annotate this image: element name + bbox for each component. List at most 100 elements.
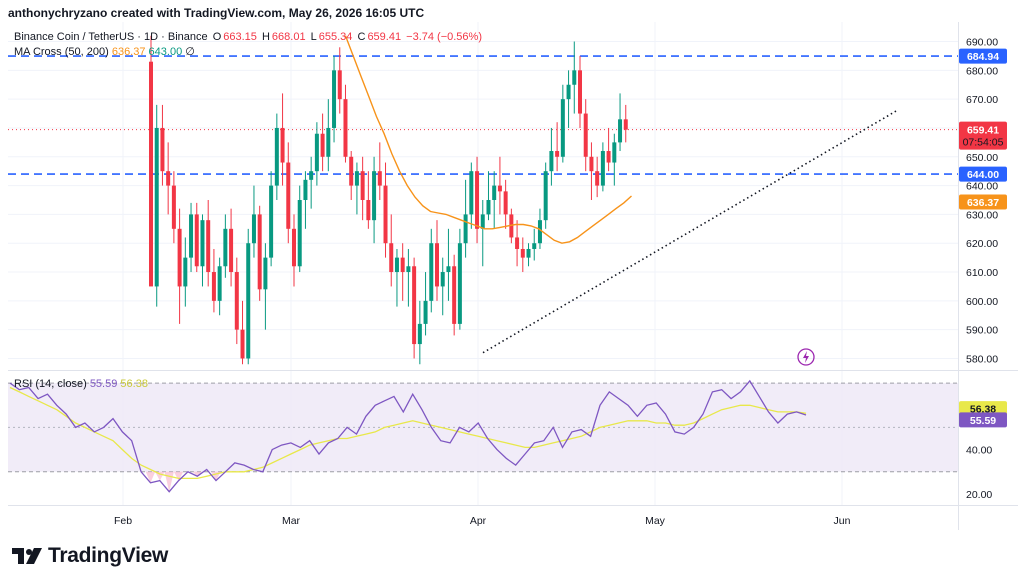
- price-tick-label: 580.00: [966, 353, 998, 365]
- candle-body: [400, 257, 405, 273]
- price-tick-label: 650.00: [966, 152, 998, 164]
- candle-body: [280, 127, 285, 163]
- time-tick-label: May: [645, 515, 666, 527]
- low-value: 655.34: [318, 31, 353, 43]
- rsi-ma-series: [9, 386, 807, 480]
- candle-body: [320, 133, 325, 157]
- candle-body: [257, 214, 262, 290]
- tradingview-logo-icon: [12, 548, 42, 564]
- uptrend-line: [482, 110, 897, 354]
- low-label: L: [310, 31, 317, 43]
- high-value: 668.01: [271, 31, 306, 43]
- candle-body: [274, 127, 279, 186]
- candle-body: [269, 185, 274, 258]
- candle-body: [337, 70, 342, 100]
- candle-body: [572, 70, 577, 85]
- candle-body: [406, 266, 411, 273]
- price-tick-label: 690.00: [966, 37, 998, 49]
- candle-body: [183, 257, 188, 287]
- ma-suffix: ∅: [185, 46, 195, 58]
- candle-body: [566, 84, 571, 100]
- rsi-pane: [8, 379, 958, 493]
- candle-body: [251, 214, 256, 244]
- rsi-legend: RSI (14, close) 55.59 56.38: [14, 378, 148, 390]
- candle-body: [314, 133, 319, 172]
- alert-circle: [797, 348, 815, 366]
- candle-body: [475, 171, 480, 229]
- price-tick-label: 600.00: [966, 296, 998, 308]
- candles: [149, 35, 628, 365]
- rsi-label[interactable]: RSI (14, close): [14, 378, 87, 390]
- candle-body: [217, 266, 222, 301]
- author-line: anthonychryzano created with TradingView…: [8, 6, 425, 20]
- open-value: 663.15: [223, 31, 257, 43]
- resistance-tag: 684.94: [967, 51, 999, 63]
- close-label: C: [357, 31, 366, 43]
- candle-body: [149, 61, 153, 287]
- rsi-series: [9, 379, 807, 493]
- candle-body: [263, 257, 268, 290]
- candle-body: [503, 191, 508, 215]
- ma-series: [344, 35, 632, 244]
- close-value: 659.41: [367, 31, 402, 43]
- candle-body: [497, 185, 502, 192]
- trendline[interactable]: [482, 110, 897, 354]
- high-label: H: [261, 31, 270, 43]
- open-label: O: [212, 31, 222, 43]
- candle-body: [435, 243, 439, 287]
- ma-tag-bg: [959, 194, 1007, 210]
- candle-body: [526, 248, 531, 258]
- candle-body: [429, 243, 434, 301]
- candle-body: [343, 99, 348, 157]
- price-tags: 684.94659.4107:54:05644.00636.3756.3855.…: [959, 48, 1007, 428]
- candle-body: [166, 171, 171, 186]
- time-tick-label: Jun: [834, 515, 851, 527]
- candle-body: [360, 171, 365, 200]
- rsi-ma-tag-bg: [959, 401, 1007, 417]
- tradingview-logo[interactable]: TradingView: [12, 544, 168, 568]
- candle-body: [560, 99, 565, 157]
- time-axis[interactable]: Feb Mar Apr May Jun: [114, 515, 851, 527]
- price-axis[interactable]: 580.00 590.00 600.00 610.00 620.00 630.00 640.…: [966, 37, 998, 501]
- candle-body: [412, 266, 417, 345]
- candle-body: [532, 243, 537, 249]
- price-tick-label: 670.00: [966, 94, 998, 106]
- candle-body: [177, 228, 182, 287]
- ma-line: [344, 35, 632, 244]
- candle-body: [286, 162, 291, 229]
- candle-body: [349, 156, 354, 186]
- ma-label[interactable]: MA Cross (50, 200): [14, 46, 109, 58]
- support-tag-bg: [959, 166, 1007, 182]
- candle-body: [246, 243, 251, 359]
- price-tick-label: 630.00: [966, 209, 998, 221]
- price-tick-label: 640.00: [966, 181, 998, 193]
- time-tick-label: Apr: [470, 515, 487, 527]
- ma-slow-value: 643.00: [148, 46, 183, 58]
- candle-body: [303, 179, 308, 200]
- support-tag: 644.00: [967, 169, 999, 181]
- price-tick-label: 620.00: [966, 238, 998, 250]
- candle-body: [240, 329, 245, 359]
- candle-body: [583, 113, 588, 157]
- candle-body: [469, 171, 474, 215]
- candle-body: [160, 127, 165, 172]
- symbol-name[interactable]: Binance Coin / TetherUS · 1D · Binance: [14, 31, 208, 43]
- lightning-icon: [803, 351, 809, 363]
- candle-body: [446, 266, 451, 273]
- candle-body: [223, 228, 228, 267]
- candle-body: [452, 266, 457, 324]
- candle-body: [440, 272, 445, 287]
- time-tick-label: Mar: [282, 515, 301, 527]
- symbol-legend: Binance Coin / TetherUS · 1D · Binance O…: [14, 31, 484, 43]
- candle-body: [354, 171, 359, 186]
- candle-body: [589, 156, 594, 172]
- logo-text: TradingView: [48, 544, 169, 567]
- candle-body: [297, 200, 302, 267]
- candle-body: [417, 323, 422, 345]
- ma-fast-value: 636.37: [111, 46, 146, 58]
- candle-body: [612, 142, 617, 163]
- alert-icon[interactable]: [797, 348, 815, 366]
- resistance-tag-bg: [959, 48, 1007, 64]
- candle-body: [515, 237, 520, 249]
